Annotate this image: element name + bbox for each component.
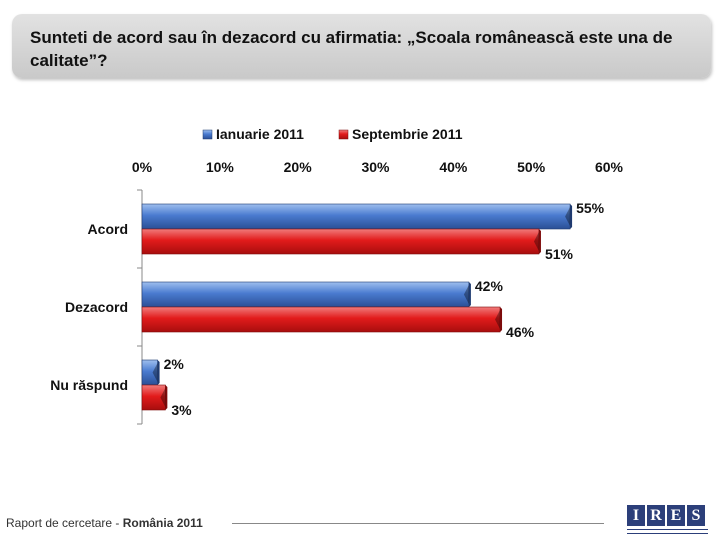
bar <box>141 203 573 230</box>
bar-end-shade <box>152 363 158 382</box>
chart-legend: Ianuarie 2011 Septembrie 2011 <box>202 126 463 142</box>
x-tick-label: 30% <box>361 159 390 175</box>
bar-body <box>141 306 501 333</box>
bar-end-shade <box>565 207 571 226</box>
x-tick-label: 10% <box>206 159 235 175</box>
bar-body <box>141 203 571 230</box>
bar-end-cap <box>165 385 168 410</box>
logo-underline <box>627 529 708 534</box>
data-labels: 55% 51% 42% 46% 2% 3% <box>164 200 605 418</box>
bar-end-shade <box>463 285 469 304</box>
y-axis <box>137 189 143 425</box>
logo-letter: E <box>667 505 685 526</box>
footer-divider <box>232 523 604 524</box>
data-label: 51% <box>545 246 574 262</box>
bar-end-cap <box>538 229 541 254</box>
bar-end-cap <box>500 307 503 332</box>
bar <box>141 228 541 255</box>
bar <box>141 281 471 308</box>
category-label: Acord <box>88 221 128 237</box>
x-tick-label: 50% <box>517 159 546 175</box>
slide-title: Sunteti de acord sau în dezacord cu afir… <box>30 28 673 70</box>
bar <box>141 306 503 333</box>
logo-letter: S <box>687 505 705 526</box>
x-tick-label: 60% <box>595 159 624 175</box>
data-label: 46% <box>506 324 535 340</box>
logo-letter: I <box>627 505 645 526</box>
legend-label: Septembrie 2011 <box>352 126 463 142</box>
data-label: 42% <box>475 278 504 294</box>
category-label: Nu răspund <box>50 377 128 393</box>
x-tick-label: 20% <box>284 159 313 175</box>
bar-body <box>141 228 540 255</box>
footer-prefix: Raport de cercetare - <box>6 516 123 530</box>
bar-end-shade <box>160 388 166 407</box>
data-label: 55% <box>576 200 605 216</box>
bars <box>141 203 573 411</box>
data-label: 2% <box>164 356 185 372</box>
x-tick-label: 0% <box>132 159 153 175</box>
category-label: Dezacord <box>65 299 128 315</box>
legend-swatch <box>202 129 213 140</box>
footer-report-name: România 2011 <box>122 516 203 530</box>
x-tick-label: 40% <box>439 159 468 175</box>
x-axis-ticks: 0% 10% 20% 30% 40% 50% 60% <box>132 159 624 175</box>
bar-end-cap <box>570 204 573 229</box>
data-label: 3% <box>171 402 192 418</box>
legend-label: Ianuarie 2011 <box>216 126 304 142</box>
bar <box>141 384 168 411</box>
bar-end-cap <box>157 360 160 385</box>
footer-text: Raport de cercetare - România 2011 <box>6 516 203 530</box>
category-labels: Acord Dezacord Nu răspund <box>50 221 128 393</box>
bar-end-shade <box>533 232 539 251</box>
bar <box>141 359 160 386</box>
bar-end-cap <box>468 282 471 307</box>
bar-body <box>141 281 470 308</box>
legend-swatch <box>338 129 349 140</box>
logo-letter: R <box>647 505 665 526</box>
title-box: Sunteti de acord sau în dezacord cu afir… <box>12 14 711 78</box>
bar-end-shade <box>495 310 501 329</box>
